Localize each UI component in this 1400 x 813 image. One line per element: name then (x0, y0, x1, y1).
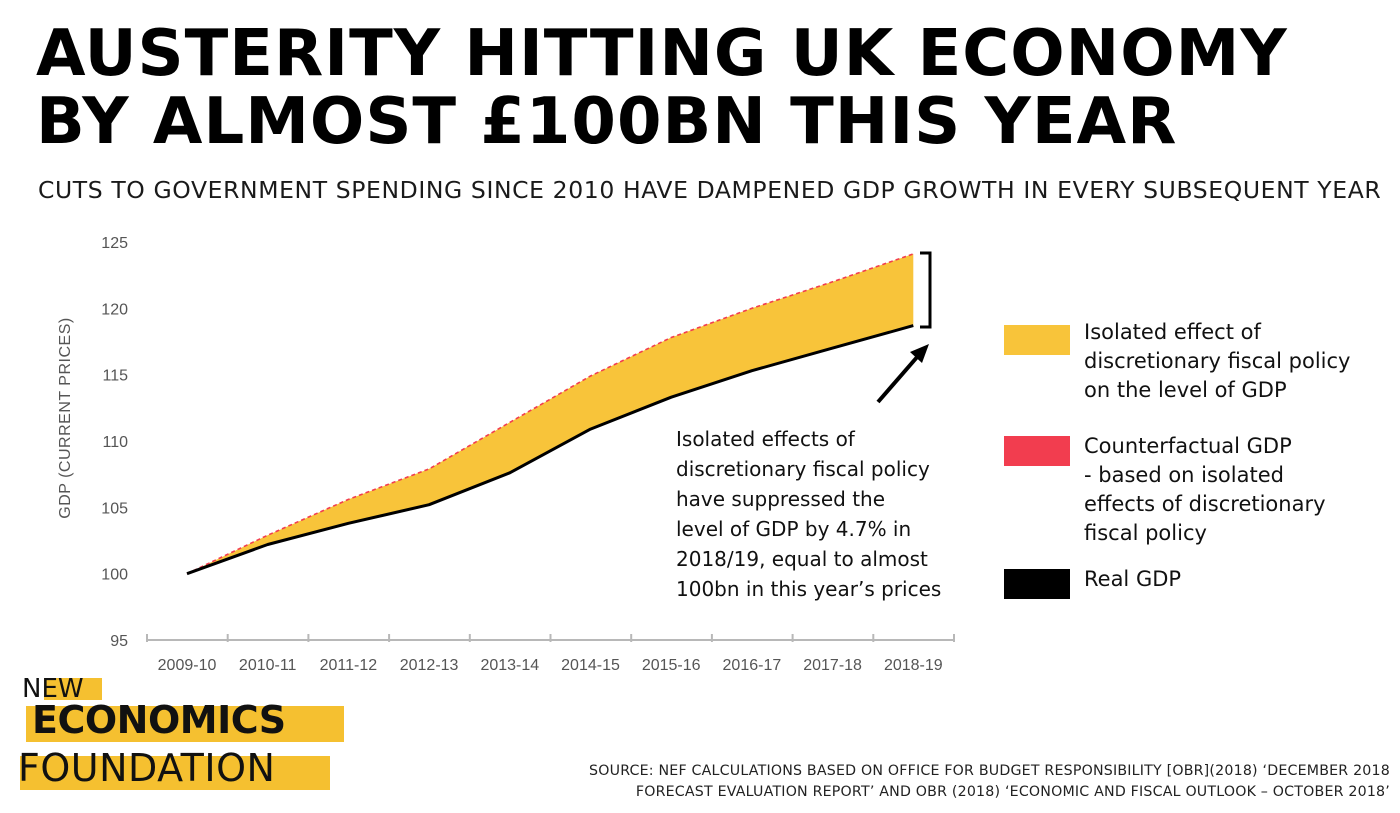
legend-label: Counterfactual GDP - based on isolated eff… (1084, 432, 1384, 548)
y-tick-label: 110 (102, 434, 128, 451)
x-tick-label: 2018-19 (884, 657, 943, 674)
y-tick-label: 100 (101, 567, 128, 584)
y-axis: 95 100 105 110 115 120 125 (101, 235, 128, 650)
annotation-line: Isolated effects of (676, 427, 855, 451)
legend-label-line: fiscal policy (1084, 521, 1207, 545)
legend-swatch (1004, 325, 1070, 355)
legend-swatch (1004, 569, 1070, 599)
x-tick-label: 2012-13 (400, 657, 459, 674)
x-tick-label: 2009-10 (158, 657, 217, 674)
logo-line-new: NEW (22, 674, 84, 704)
y-axis-title: GDP (CURRENT PRICES) (57, 317, 74, 518)
gap-bracket (920, 251, 932, 329)
y-tick-label: 105 (101, 500, 128, 517)
legend-label-line: - based on isolated (1084, 463, 1284, 487)
legend-label-line: on the level of GDP (1084, 378, 1287, 402)
legend-label: Isolated effect of discretionary fiscal p… (1084, 318, 1384, 405)
legend-label-line: effects of discretionary (1084, 492, 1326, 516)
x-tick-label: 2016-17 (723, 657, 782, 674)
title-line: BY ALMOST £100BN THIS YEAR (36, 85, 1178, 159)
x-axis: 2009-10 2010-11 2011-12 2012-13 2013-14 2014-… (146, 634, 955, 674)
logo-line-economics: ECONOMICS (32, 698, 286, 742)
y-tick-label: 95 (110, 633, 128, 650)
x-tick-label: 2015-16 (642, 657, 701, 674)
nef-logo: NEW ECONOMICS FOUNDATION (18, 670, 344, 800)
chart-annotation: Isolated effects of discretionary fiscal … (676, 424, 976, 604)
source-line: FORECAST EVALUATION REPORT’ AND OBR (201… (635, 784, 1390, 800)
logo-line-foundation: FOUNDATION (18, 746, 276, 790)
x-tick-label: 2017-18 (803, 657, 862, 674)
legend-swatch (1004, 436, 1070, 466)
counterfactual-gdp-line (186, 253, 914, 575)
x-tick-label: 2013-14 (480, 657, 539, 674)
title-line: AUSTERITY HITTING UK ECONOMY (36, 17, 1288, 91)
legend-label-line: Counterfactual GDP (1084, 434, 1292, 458)
annotation-line: have suppressed the (676, 487, 886, 511)
real-gdp-line (186, 324, 914, 576)
legend-label-line: discretionary fiscal policy (1084, 349, 1351, 373)
legend-label-line: Isolated effect of (1084, 320, 1261, 344)
annotation-line: discretionary fiscal policy (676, 457, 930, 481)
logo-highlight (44, 678, 102, 700)
fiscal-effect-area (187, 253, 914, 574)
legend-label-line: Real GDP (1084, 567, 1182, 591)
page-title: AUSTERITY HITTING UK ECONOMY BY ALMOST £… (36, 20, 1376, 156)
logo-highlight (26, 706, 344, 742)
y-tick-label: 115 (102, 368, 128, 385)
x-tick-label: 2014-15 (561, 657, 620, 674)
source-note: SOURCE: NEF CALCULATIONS BASED ON OFFICE… (589, 761, 1390, 803)
y-tick-label: 120 (101, 301, 128, 318)
x-tick-label: 2011-12 (320, 657, 378, 674)
annotation-arrow (876, 344, 929, 404)
page-subtitle: CUTS TO GOVERNMENT SPENDING SINCE 2010 H… (38, 176, 1382, 204)
legend-label: Real GDP (1084, 565, 1384, 594)
annotation-line: 100bn in this year’s prices (676, 577, 942, 601)
annotation-line: 2018/19, equal to almost (676, 547, 928, 571)
y-tick-label: 125 (101, 235, 128, 252)
source-line: SOURCE: NEF CALCULATIONS BASED ON OFFICE… (589, 763, 1390, 779)
annotation-line: level of GDP by 4.7% in (676, 517, 912, 541)
x-tick-label: 2010-11 (239, 657, 297, 674)
logo-highlight (20, 756, 330, 790)
